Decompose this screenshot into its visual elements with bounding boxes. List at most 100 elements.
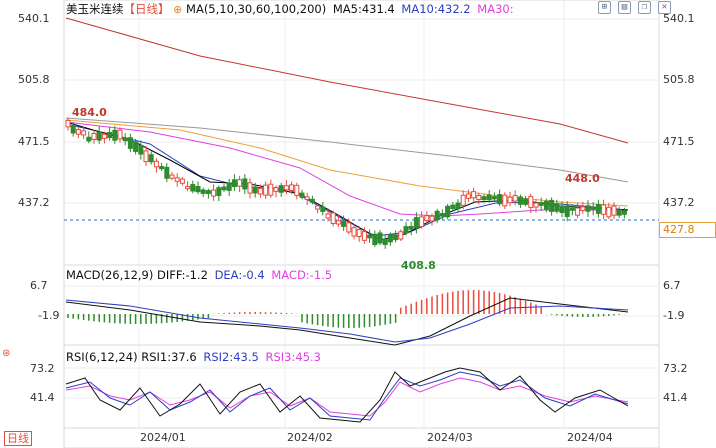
time-label: 2024/04 xyxy=(567,431,613,444)
candle-body xyxy=(507,196,513,204)
candle-body xyxy=(471,191,477,199)
candle-body xyxy=(283,185,289,191)
candle-body xyxy=(112,129,118,141)
candle-body xyxy=(268,183,274,196)
candle-body xyxy=(455,202,461,210)
indicator-settings-icon[interactable]: ⊛ xyxy=(2,348,11,359)
ma5-line xyxy=(65,121,629,241)
candle-body xyxy=(179,178,185,184)
rsi-label-right: 73.2 xyxy=(663,362,688,375)
candle-body xyxy=(403,226,409,234)
candle-body xyxy=(382,238,388,245)
macd-label-right: -1.9 xyxy=(663,309,685,322)
candle-body xyxy=(585,205,591,212)
candle-body xyxy=(372,233,378,246)
ma200-line xyxy=(65,17,629,144)
candle-body xyxy=(580,206,586,211)
symbol-name[interactable]: 美玉米连续 xyxy=(66,2,124,16)
macd-panel xyxy=(65,290,629,346)
time-label: 2024/01 xyxy=(140,431,186,444)
candle-body xyxy=(439,213,445,217)
time-label: 2024/02 xyxy=(287,431,333,444)
close-icon[interactable]: ✕ xyxy=(658,1,671,14)
chart-grid xyxy=(63,0,660,448)
ma5-value: MA5:431.4 xyxy=(332,2,395,16)
macd-dea: DEA:-0.4 xyxy=(214,268,265,282)
candle-body xyxy=(616,209,622,216)
period-tab-daily[interactable]: 日线 xyxy=(4,431,32,446)
candle-body xyxy=(450,204,456,209)
rsi3-line xyxy=(65,377,629,417)
candle-body xyxy=(164,166,170,179)
candle-body xyxy=(221,186,227,191)
candle-body xyxy=(335,220,341,225)
high-annotation-left: 484.0 xyxy=(72,106,107,119)
window-icon[interactable]: ❐ xyxy=(638,1,651,14)
candle-body xyxy=(247,182,253,194)
candle-body xyxy=(341,220,347,227)
candle-body xyxy=(559,205,565,214)
macd-title[interactable]: MACD(26,12,9) xyxy=(66,268,154,282)
candle-body xyxy=(320,206,326,212)
candle-body xyxy=(601,204,607,215)
candle-body xyxy=(153,160,159,168)
candle-body xyxy=(533,202,539,208)
macd-diff: DIFF:-1.2 xyxy=(157,268,208,282)
period-label[interactable]: 【日线】 xyxy=(123,2,170,16)
price-label-right: 505.8 xyxy=(663,73,695,86)
layout-icon[interactable]: ▤ xyxy=(618,1,631,14)
candle-body xyxy=(481,196,487,201)
candle-body xyxy=(65,119,71,128)
candle-body xyxy=(476,194,482,200)
candle-body xyxy=(237,179,243,187)
candle-body xyxy=(408,225,414,230)
price-label-left: 505.8 xyxy=(18,73,50,86)
ma60-line xyxy=(65,119,629,207)
settings-icon[interactable]: ⊕ xyxy=(173,3,183,16)
rsi1-value: RSI1:37.6 xyxy=(141,350,197,364)
rsi-header: RSI(6,12,24) RSI1:37.6 RSI2:43.5 RSI3:45… xyxy=(66,350,321,364)
candle-body xyxy=(263,184,269,196)
grid-icon[interactable]: ⊞ xyxy=(598,1,611,14)
candle-body xyxy=(257,188,263,195)
candle-body xyxy=(174,177,180,182)
candle-body xyxy=(569,207,575,211)
ma30-line xyxy=(65,121,628,217)
candle-body xyxy=(413,217,419,228)
macd-header: MACD(26,12,9) DIFF:-1.2 DEA:-0.4 MACD:-1… xyxy=(66,268,332,282)
candle-body xyxy=(309,198,315,203)
candle-body xyxy=(226,182,232,191)
ma-spec: MA(5,10,30,60,100,200) xyxy=(186,2,327,16)
ma10-line xyxy=(65,123,629,237)
candle-body xyxy=(127,137,133,149)
macd-label-left: -1.9 xyxy=(38,309,60,322)
candle-body xyxy=(434,210,440,221)
candle-body xyxy=(590,206,596,210)
candle-body xyxy=(377,232,383,244)
candle-body xyxy=(387,234,393,243)
rsi3-value: RSI3:45.3 xyxy=(265,350,321,364)
candle-body xyxy=(242,178,248,190)
rsi-label-right: 41.4 xyxy=(663,391,688,404)
candle-body xyxy=(96,131,102,141)
candle-body xyxy=(575,207,581,216)
candle-body xyxy=(81,130,87,136)
candle-body xyxy=(211,189,217,197)
current-price-tag: 427.8 xyxy=(659,222,716,238)
candle-body xyxy=(497,194,503,205)
candle-body xyxy=(231,179,237,188)
rsi-title[interactable]: RSI(6,12,24) xyxy=(66,350,138,364)
macd-label-right: 6.7 xyxy=(663,279,681,292)
low-annotation: 408.8 xyxy=(401,259,436,272)
candle-body xyxy=(356,229,362,238)
macd-diff-line xyxy=(65,297,629,346)
candle-body xyxy=(185,186,191,190)
candle-body xyxy=(169,174,175,179)
rsi2-value: RSI2:43.5 xyxy=(203,350,259,364)
chart-header: 美玉米连续【日线】 ⊕ MA(5,10,30,60,100,200) MA5:4… xyxy=(66,2,514,17)
candle-body xyxy=(419,216,425,228)
macd-label-left: 6.7 xyxy=(30,279,48,292)
candle-body xyxy=(367,234,373,239)
candle-body xyxy=(346,222,352,233)
